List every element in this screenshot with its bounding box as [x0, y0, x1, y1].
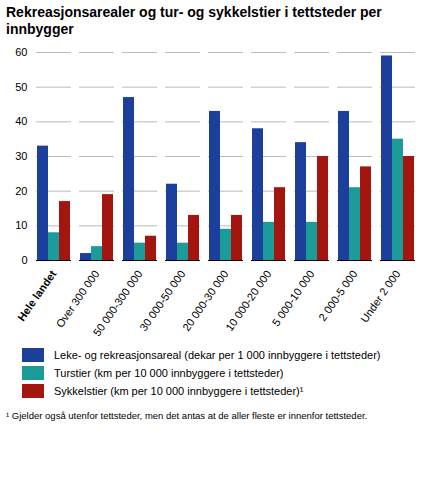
svg-text:40: 40 — [15, 115, 27, 127]
svg-text:Under 2 000: Under 2 000 — [358, 268, 403, 324]
html-text:Rekreasjonsarealer og tur- og: Rekreasjonsarealer og tur- og sykkelstie… — [6, 4, 382, 37]
svg-text:0: 0 — [21, 254, 27, 266]
svg-text:5 000-10 000: 5 000-10 000 — [269, 268, 316, 328]
html-text:¹ Gjelder også utenfor tettste: ¹ Gjelder også utenfor tettsteder, men d… — [6, 410, 368, 421]
html-text:Leke- og rekreasjonsareal (dek: Leke- og rekreasjonsareal (dekar per 1 0… — [54, 349, 381, 361]
svg-text:50 000-300 000: 50 000-300 000 — [90, 268, 144, 338]
svg-text:30 000-50 000: 30 000-50 000 — [137, 268, 188, 333]
svg-text:10 000-20 000: 10 000-20 000 — [223, 268, 274, 333]
html-text:Turstier (km per 10 000 innbyg: Turstier (km per 10 000 innbyggere i tet… — [54, 367, 284, 379]
svg-text:Hele landet: Hele landet — [15, 268, 59, 323]
svg-text:20 000-30 000: 20 000-30 000 — [180, 268, 231, 333]
html-text:Sykkelstier (km per 10 000 inn: Sykkelstier (km per 10 000 innbyggere i … — [54, 385, 304, 397]
svg-text:20: 20 — [15, 185, 27, 197]
svg-text:10: 10 — [15, 219, 27, 231]
svg-text:60: 60 — [15, 46, 27, 58]
svg-text:2 000-5 000: 2 000-5 000 — [316, 268, 360, 323]
svg-text:50: 50 — [15, 81, 27, 93]
svg-text:30: 30 — [15, 150, 27, 162]
svg-text:Over 300 000: Over 300 000 — [53, 268, 101, 329]
